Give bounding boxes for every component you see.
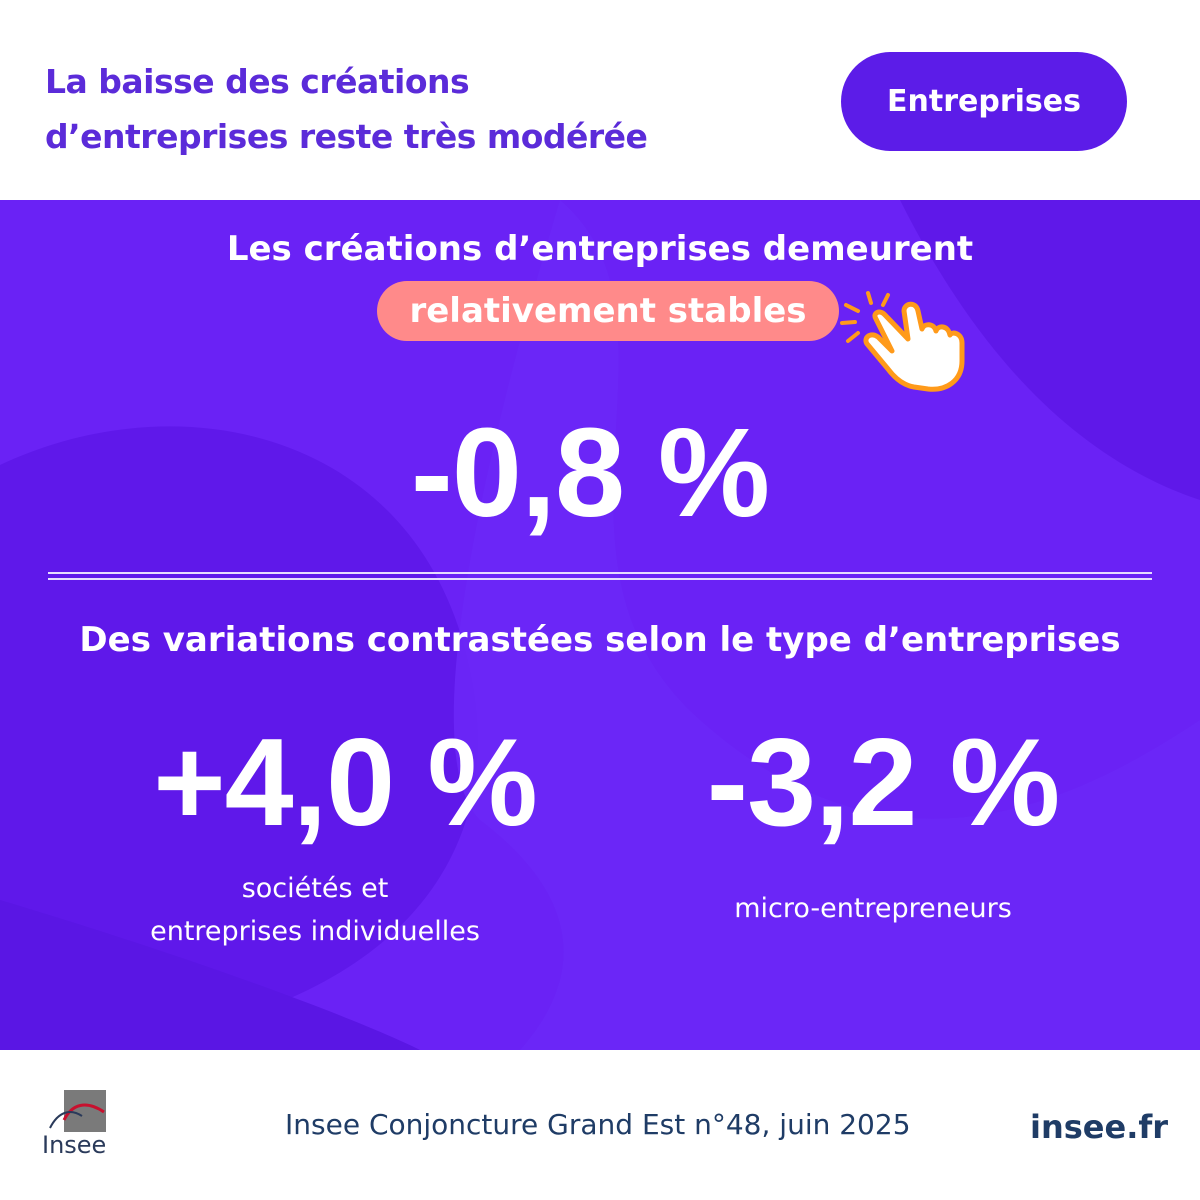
stat-caption-micro: micro-entrepreneurs <box>734 893 1012 924</box>
header: La baisse des créations d’entreprises re… <box>0 0 1200 200</box>
caption-line-1: sociétés et <box>241 873 389 904</box>
page-title: La baisse des créations d’entreprises re… <box>45 54 805 164</box>
title-line-1: La baisse des créations <box>45 62 470 101</box>
background-shapes <box>0 200 1200 1050</box>
pointing-hand-icon <box>840 291 965 392</box>
source-text: Insee Conjoncture Grand Est n°48, juin 2… <box>285 1108 911 1141</box>
stat-value-micro: -3,2 % <box>706 714 1060 852</box>
logo-text: Insee <box>42 1131 107 1159</box>
divider <box>48 572 1152 580</box>
lead-text: Les créations d’entreprises demeurent <box>226 229 974 269</box>
insee-logo-icon <box>49 1090 106 1132</box>
stat-caption-companies: sociétés et entreprises individuelles <box>60 867 570 953</box>
footer: Insee Insee Conjoncture Grand Est n°48, … <box>0 1050 1200 1200</box>
main-value: -0,8 % <box>410 402 770 543</box>
category-tag: Entreprises <box>841 52 1127 151</box>
site-link[interactable]: insee.fr <box>1030 1108 1169 1146</box>
highlight-pill: relativement stables <box>377 281 839 341</box>
caption-line-2: entreprises individuelles <box>150 916 480 947</box>
stat-value-companies: +4,0 % <box>153 714 538 852</box>
section-title: Des variations contrastées selon le type… <box>79 620 1121 660</box>
title-line-2: d’entreprises reste très modérée <box>45 117 648 156</box>
main-panel: Les créations d’entreprises demeurent re… <box>0 200 1200 1050</box>
